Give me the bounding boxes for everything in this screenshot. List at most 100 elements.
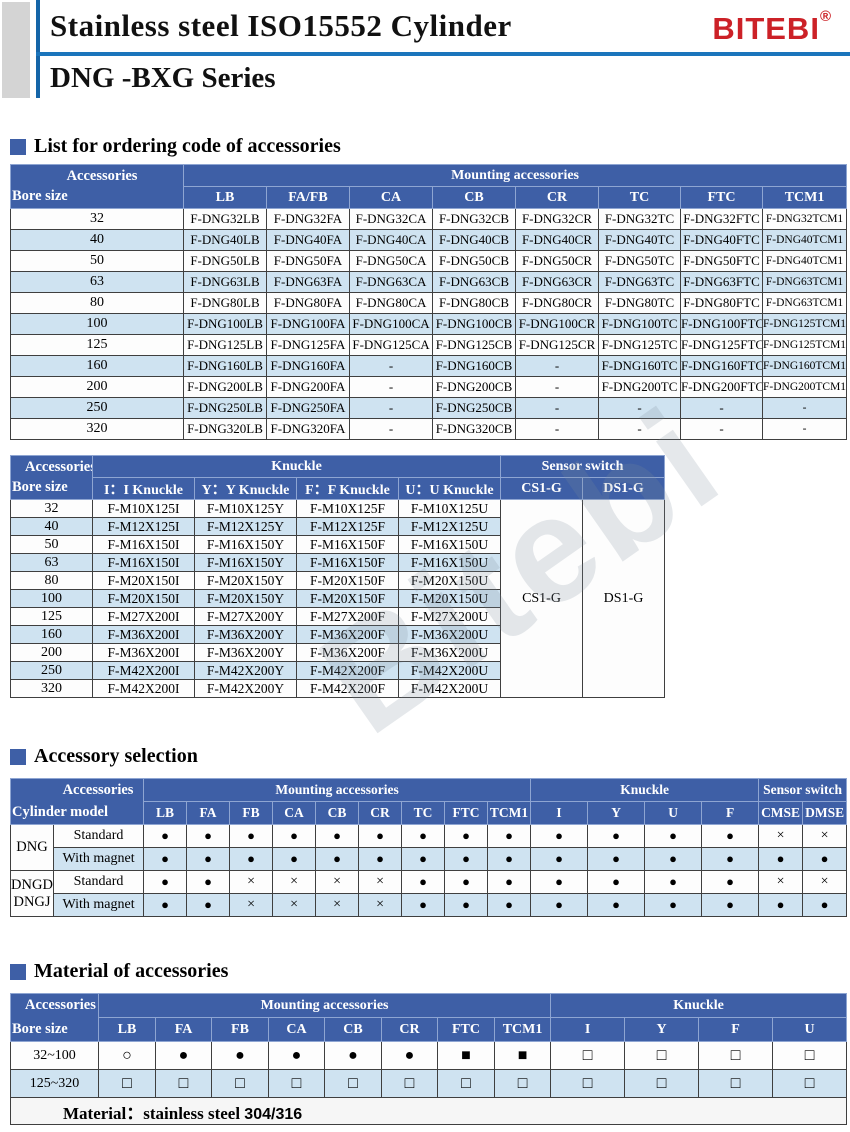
corner-top-label: Accessories <box>62 781 134 798</box>
order-code-cell: - <box>515 376 599 398</box>
selection-table: Accessories Cylinder model Mounting acce… <box>9 778 848 917</box>
selection-table-row: DNGD DNGJ Standard ● ● × × × × ● ● ● ● ● ● ● × × <box>10 870 848 917</box>
knuckle-code-cell: F-M20X150I <box>92 589 195 608</box>
knuckle-code-cell: F-M36X200I <box>92 625 195 644</box>
order-code-cell: F-DNG32LB <box>183 208 267 230</box>
knuckle-code-cell: F-M16X150U <box>397 535 502 554</box>
knuckle-code-cell: F-M20X150I <box>92 571 195 590</box>
not-available-mark: × <box>229 870 274 894</box>
knuckle-code-cell: F-M36X200Y <box>194 643 297 662</box>
order-code-cell: F-DNG100LB <box>183 313 267 335</box>
available-mark: ● <box>530 847 589 871</box>
order-code-cell: F-DNG80CR <box>515 292 599 314</box>
available-mark: ● <box>644 893 703 917</box>
left-blue-line <box>36 0 40 98</box>
section-heading-text: List for ordering code of accessories <box>34 135 341 157</box>
sensor-switch-cell: CS1-G <box>500 499 584 698</box>
order-code-cell: F-DNG32CA <box>349 208 433 230</box>
ordering-table-row: 50 F-DNG50LB F-DNG50FA F-DNG50CA F-DNG50CB F-… <box>10 250 848 272</box>
order-code-cell: F-DNG320LB <box>183 418 267 440</box>
available-mark: ● <box>143 893 188 917</box>
order-code-cell: F-DNG125TC <box>598 334 681 356</box>
order-code-cell: F-DNG125FA <box>266 334 350 356</box>
variant-label-cell: With magnet <box>52 847 145 871</box>
ordering-table-row: 200 F-DNG200LB F-DNG200FA - F-DNG200CB - F-DNG… <box>10 376 848 398</box>
available-mark: ● <box>444 870 489 894</box>
mounting-column-header: CR <box>515 186 599 209</box>
order-code-cell: F-DNG40TCM1 <box>761 229 848 251</box>
order-code-cell: F-DNG40TC <box>598 229 681 251</box>
knuckle-code-cell: F-M42X200I <box>92 679 195 698</box>
mounting-column-header: CA <box>349 186 433 209</box>
material-mark: □ <box>624 1041 700 1070</box>
material-mark: ● <box>324 1041 382 1070</box>
knuckle-code-cell: F-M12X125U <box>397 517 502 536</box>
knuckle-code-cell: F-M36X200U <box>397 625 502 644</box>
knuckle-table-row: 50 F-M16X150I F-M16X150Y F-M16X150F F-M16X15… <box>10 535 665 554</box>
not-available-mark: × <box>272 893 317 917</box>
corner-bottom-label: Bore size <box>12 1020 68 1037</box>
order-code-cell: F-DNG125CR <box>515 334 599 356</box>
available-mark: ● <box>186 893 231 917</box>
order-code-cell: - <box>761 418 848 440</box>
ordering-table-row: 160 F-DNG160LB F-DNG160FA - F-DNG160CB - F-DNG… <box>10 355 848 377</box>
order-code-cell: - <box>515 418 599 440</box>
group-header-knuckle: Knuckle <box>91 455 502 478</box>
order-code-cell: - <box>515 397 599 419</box>
available-mark: ● <box>644 870 703 894</box>
variant-label-cell: Standard <box>52 824 145 848</box>
group-header-mounting: Mounting accessories <box>143 778 532 802</box>
corner-bottom-label: Bore size <box>12 187 68 204</box>
knuckle-code-cell: F-M20X150F <box>296 571 399 590</box>
corner-header-cell: Accessories Bore size <box>10 993 99 1042</box>
order-code-cell: F-DNG80CB <box>432 292 516 314</box>
selection-column-header: LB <box>143 801 188 825</box>
material-column-header: FTC <box>437 1017 495 1042</box>
corner-top-label: Accessories <box>25 996 96 1013</box>
column-header-row: I：I Knuckle Y：Y Knuckle F：F Knuckle U：U Knu… <box>11 477 666 500</box>
knuckle-code-cell: F-M42X200Y <box>194 679 297 698</box>
bore-size-cell: 160 <box>10 625 93 644</box>
available-mark: ● <box>587 824 646 848</box>
corner-header-cell: Accessories Bore size <box>10 164 184 209</box>
order-code-cell: - <box>761 397 848 419</box>
available-mark: ● <box>530 870 589 894</box>
available-mark: ● <box>701 824 760 848</box>
material-mark: □ <box>381 1069 438 1098</box>
material-mark: □ <box>437 1069 495 1098</box>
order-code-cell: F-DNG40CA <box>349 229 433 251</box>
material-mark: ● <box>381 1041 438 1070</box>
order-code-cell: F-DNG32FA <box>266 208 350 230</box>
knuckle-code-cell: F-M12X125Y <box>194 517 297 536</box>
order-code-cell: F-DNG200FTC <box>680 376 763 398</box>
material-mark: □ <box>98 1069 156 1098</box>
order-code-cell: F-DNG50LB <box>183 250 267 272</box>
material-mark: □ <box>211 1069 269 1098</box>
knuckle-code-cell: F-M42X200F <box>296 661 399 680</box>
order-code-cell: F-DNG40CR <box>515 229 599 251</box>
ordering-table-wrap: Accessories Bore size Mounting accessori… <box>10 164 848 440</box>
order-code-cell: F-DNG100CA <box>349 313 433 335</box>
knuckle-code-cell: F-M36X200U <box>397 643 502 662</box>
bore-size-cell: 40 <box>10 517 93 536</box>
order-code-cell: F-DNG40FTC <box>680 229 763 251</box>
order-code-cell: F-DNG40FA <box>266 229 350 251</box>
corner-bottom-label: Bore size <box>12 478 68 495</box>
knuckle-code-cell: F-M42X200F <box>296 679 399 698</box>
order-code-cell: F-DNG63FTC <box>680 271 763 293</box>
order-code-cell: F-DNG32TC <box>598 208 681 230</box>
corner-top-label: Accessories <box>66 167 138 184</box>
order-code-cell: F-DNG200LB <box>183 376 267 398</box>
available-mark: ● <box>701 893 760 917</box>
material-note: Material：stainless steel 304/316 <box>9 1097 848 1125</box>
order-code-cell: F-DNG160FA <box>266 355 350 377</box>
bore-size-cell: 320 <box>10 679 93 698</box>
section-heading-selection: Accessory selection <box>10 745 198 768</box>
bore-range-cell: 32~100 <box>10 1041 99 1070</box>
order-code-cell: F-DNG63CR <box>515 271 599 293</box>
knuckle-table-row: 32 F-M10X125I F-M10X125Y F-M10X125F F-M10X12… <box>10 499 666 698</box>
group-header-mounting: Mounting accessories <box>97 993 552 1018</box>
available-mark: ● <box>401 893 446 917</box>
available-mark: ● <box>272 847 317 871</box>
